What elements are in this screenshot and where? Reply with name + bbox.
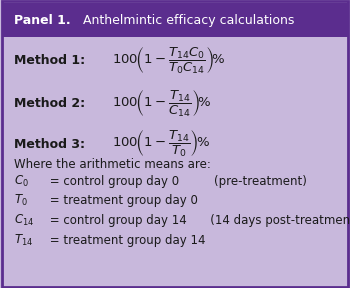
Text: = treatment group day 14: = treatment group day 14 <box>46 234 205 247</box>
Text: Anthelmintic efficacy calculations: Anthelmintic efficacy calculations <box>79 14 294 27</box>
Text: $C_0$: $C_0$ <box>14 174 29 189</box>
Text: $C_{14}$: $C_{14}$ <box>14 213 34 228</box>
Text: (pre-treatment): (pre-treatment) <box>199 175 307 188</box>
Text: $100\!\left(1 - \dfrac{T_{14}}{T_0}\right)\!\%$: $100\!\left(1 - \dfrac{T_{14}}{T_0}\righ… <box>112 129 210 159</box>
Text: $100\!\left(1 - \dfrac{T_{14}C_0}{T_0C_{14}}\right)\!\%$: $100\!\left(1 - \dfrac{T_{14}C_0}{T_0C_{… <box>112 45 225 76</box>
Text: = control group day 14: = control group day 14 <box>46 214 186 227</box>
Text: Method 2:: Method 2: <box>14 97 85 110</box>
Text: Method 1:: Method 1: <box>14 54 85 67</box>
Text: $100\!\left(1 - \dfrac{T_{14}}{C_{14}}\right)\!\%$: $100\!\left(1 - \dfrac{T_{14}}{C_{14}}\r… <box>112 88 211 119</box>
Text: Method 3:: Method 3: <box>14 137 85 151</box>
Text: = control group day 0: = control group day 0 <box>46 175 178 188</box>
Text: Panel 1.: Panel 1. <box>14 14 71 27</box>
Text: Where the arithmetic means are:: Where the arithmetic means are: <box>14 158 211 171</box>
Text: $T_0$: $T_0$ <box>14 193 28 208</box>
Text: $T_{14}$: $T_{14}$ <box>14 233 33 248</box>
FancyBboxPatch shape <box>2 3 348 37</box>
Text: (14 days post-treatment): (14 days post-treatment) <box>199 214 350 227</box>
Text: = treatment group day 0: = treatment group day 0 <box>46 194 197 207</box>
